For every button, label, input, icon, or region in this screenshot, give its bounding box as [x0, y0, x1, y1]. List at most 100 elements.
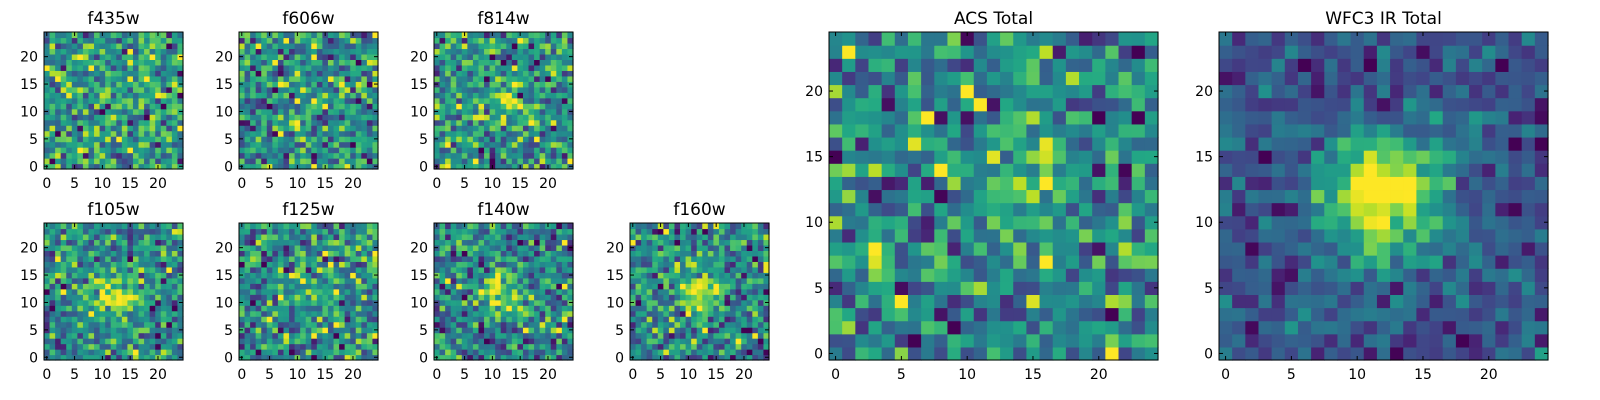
heatmap-cell	[344, 327, 351, 334]
heatmap-cell	[127, 272, 134, 279]
heatmap-cell	[322, 42, 329, 50]
heatmap-cell	[472, 86, 480, 93]
heatmap-cell	[500, 141, 507, 148]
heatmap-cell	[746, 266, 753, 273]
heatmap-cell	[149, 233, 156, 241]
heatmap-cell	[294, 239, 301, 246]
heatmap-cell	[272, 223, 279, 230]
heatmap-cell	[322, 48, 329, 55]
heatmap-cell	[344, 239, 351, 246]
heatmap-cell	[82, 92, 90, 99]
heatmap-cell	[277, 272, 285, 279]
heatmap-cell	[327, 316, 335, 323]
heatmap-cell	[289, 294, 296, 301]
heatmap-cell	[55, 114, 62, 121]
heatmap-cell	[561, 266, 569, 273]
heatmap-cell	[478, 310, 485, 317]
heatmap-cell	[495, 343, 502, 350]
heatmap-cell	[528, 141, 535, 148]
heatmap-cell	[680, 343, 687, 350]
heatmap-cell	[500, 108, 507, 115]
heatmap-cell	[339, 75, 346, 82]
heatmap-cell	[244, 59, 251, 66]
heatmap-cell	[333, 147, 340, 154]
heatmap-cell	[960, 346, 975, 361]
heatmap-cell	[372, 152, 379, 159]
heatmap-cell	[166, 321, 173, 328]
heatmap-cell	[49, 272, 56, 279]
heatmap-cell	[478, 228, 485, 235]
heatmap-cell	[484, 103, 491, 110]
heatmap-cell	[316, 108, 323, 115]
heatmap-cell	[361, 59, 368, 66]
heatmap-cell	[517, 288, 524, 295]
heatmap-cell	[741, 244, 748, 251]
heatmap-cell	[277, 75, 285, 82]
heatmap-cell	[868, 294, 883, 309]
heatmap-cell	[355, 152, 362, 159]
heatmap-cell	[550, 37, 557, 44]
heatmap-cell	[339, 37, 346, 44]
heatmap-cell	[724, 250, 731, 257]
heatmap-cell	[144, 233, 151, 241]
heatmap-cell	[289, 272, 296, 279]
heatmap-cell	[361, 75, 368, 82]
heatmap-cell	[66, 37, 73, 44]
heatmap-cell	[177, 233, 184, 241]
heatmap-cell	[500, 250, 507, 257]
heatmap-cell	[66, 255, 73, 262]
heatmap-cell	[239, 70, 246, 77]
heatmap-cell	[71, 327, 78, 334]
heatmap-cell	[105, 244, 112, 251]
heatmap-cell	[567, 349, 574, 356]
heatmap-cell	[144, 332, 151, 339]
heatmap-cell	[741, 316, 748, 323]
heatmap-cell	[528, 108, 535, 115]
heatmap-cell	[138, 277, 145, 284]
heatmap-cell	[77, 141, 84, 148]
heatmap-cell	[506, 42, 513, 50]
heatmap-cell	[730, 349, 737, 356]
heatmap-cell	[144, 272, 151, 279]
heatmap-cell	[652, 261, 659, 268]
heatmap-cell	[60, 338, 67, 345]
heatmap-cell	[467, 354, 474, 361]
heatmap-cell	[327, 327, 335, 334]
heatmap-cell	[55, 305, 62, 312]
heatmap-cell	[250, 316, 257, 323]
heatmap-cell	[300, 244, 307, 251]
heatmap-cell	[960, 215, 975, 230]
heatmap-cell	[166, 338, 173, 345]
heatmap-cell	[696, 233, 703, 241]
heatmap-cell	[657, 228, 664, 235]
heatmap-cell	[489, 141, 496, 148]
heatmap-cell	[763, 239, 770, 246]
heatmap-cell	[522, 250, 530, 257]
heatmap-cell	[160, 266, 167, 273]
heatmap-cell	[495, 53, 502, 60]
heatmap-cell	[461, 136, 468, 143]
heatmap-cell	[372, 130, 379, 137]
heatmap-cell	[881, 320, 896, 335]
heatmap-cell	[445, 250, 452, 257]
heatmap-cell	[434, 228, 441, 235]
heatmap-cell	[322, 244, 329, 251]
heatmap-cell	[283, 86, 290, 93]
heatmap-cell	[305, 103, 312, 110]
heatmap-cell	[289, 354, 296, 361]
heatmap-cell	[545, 125, 552, 132]
heatmap-cell	[450, 354, 457, 361]
heatmap-cell	[657, 349, 664, 356]
heatmap-cell	[355, 108, 362, 115]
heatmap-cell	[646, 310, 653, 317]
heatmap-cell	[445, 92, 452, 99]
heatmap-cell	[300, 64, 307, 71]
heatmap-cell	[467, 272, 474, 279]
heatmap-cell	[350, 327, 357, 334]
heatmap-cell	[99, 141, 106, 148]
heatmap-cell	[467, 255, 474, 262]
heatmap-cell	[561, 86, 569, 93]
heatmap-cell	[82, 86, 90, 93]
heatmap-cell	[534, 283, 541, 290]
heatmap-cell	[355, 64, 362, 71]
